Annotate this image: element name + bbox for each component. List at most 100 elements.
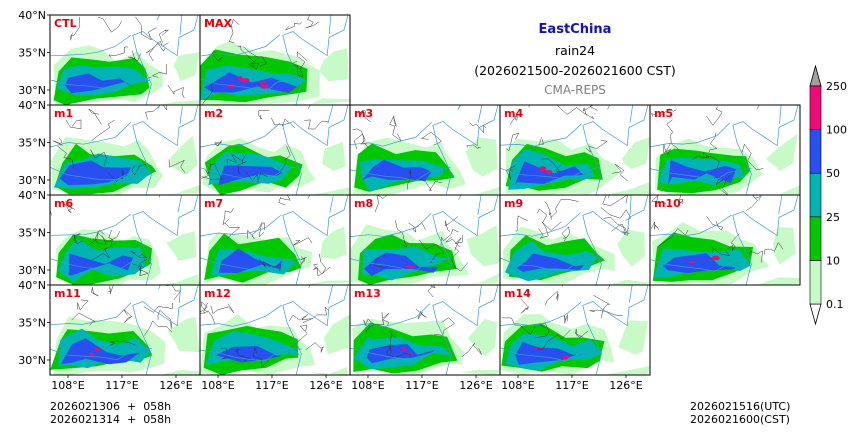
- panel-label: m13: [354, 287, 381, 300]
- river: [500, 212, 581, 237]
- panel-m13: m13: [349, 284, 501, 376]
- lon-tick-label: 126°E: [309, 379, 342, 392]
- colorbar-level-label: 10: [826, 254, 840, 267]
- province-border: [228, 18, 240, 44]
- province-border: [741, 143, 764, 171]
- province-border: [663, 142, 672, 156]
- province-border: [381, 313, 390, 326]
- province-border: [200, 301, 208, 314]
- panel-m4: m4: [499, 104, 651, 196]
- rain-area-lt10: [309, 367, 348, 375]
- river: [350, 347, 452, 363]
- province-border: [138, 256, 151, 272]
- province-border: [143, 302, 173, 313]
- province-border: [108, 229, 113, 248]
- coastline: [132, 285, 199, 375]
- river: [779, 105, 782, 124]
- rain-area-gt100: [688, 261, 697, 264]
- panel-m3: m3: [349, 104, 501, 196]
- province-border: [557, 105, 594, 120]
- panel-m10: m10: [649, 194, 801, 286]
- rain-area-lt10: [466, 225, 500, 267]
- province-border: [713, 176, 724, 185]
- province-border: [365, 311, 385, 333]
- province-border: [520, 299, 530, 314]
- province-border: [163, 285, 182, 301]
- colorbar-level-label: 100: [826, 124, 847, 137]
- river: [50, 302, 132, 326]
- panel-label: m3: [354, 107, 373, 120]
- river: [178, 285, 182, 304]
- panel-m1: m1: [49, 104, 201, 196]
- province-border: [727, 233, 740, 251]
- province-border: [353, 133, 368, 150]
- province-border: [764, 241, 784, 255]
- province-border: [420, 131, 442, 146]
- lon-tick-label: 126°E: [159, 379, 192, 392]
- province-border: [550, 199, 579, 218]
- lon-tick-label: 117°E: [555, 379, 588, 392]
- province-border: [454, 234, 464, 251]
- province-border: [651, 195, 667, 205]
- river: [758, 195, 762, 201]
- province-border: [158, 29, 169, 43]
- province-border: [593, 295, 610, 319]
- river: [350, 166, 451, 182]
- province-border: [692, 151, 710, 160]
- river: [158, 285, 161, 290]
- panel-label: m9: [504, 197, 523, 210]
- river: [50, 347, 152, 361]
- river: [50, 34, 132, 57]
- rain-area-lt10: [173, 52, 200, 82]
- coastline: [282, 195, 349, 285]
- province-border: [201, 163, 211, 179]
- province-border: [77, 299, 89, 311]
- province-border: [537, 208, 562, 231]
- lon-tick-label: 108°E: [201, 379, 234, 392]
- panel-label: CTL: [54, 17, 77, 30]
- province-border: [202, 84, 213, 105]
- lat-tick-label: 30°N: [18, 84, 46, 97]
- rain-area-gt100: [405, 265, 415, 268]
- rain-area-gt100: [260, 80, 267, 84]
- province-border: [509, 113, 519, 125]
- province-border: [313, 253, 327, 275]
- panel-m14: m14: [499, 284, 651, 376]
- province-border: [135, 16, 157, 41]
- rain-area-lt10: [754, 185, 800, 195]
- river: [350, 212, 432, 237]
- province-border: [451, 247, 469, 272]
- province-border: [168, 159, 186, 174]
- rain-area-lt10: [756, 277, 800, 285]
- river: [200, 122, 281, 148]
- province-border: [278, 195, 291, 206]
- province-border: [612, 163, 628, 182]
- province-border: [211, 50, 223, 62]
- province-border: [258, 110, 270, 120]
- lon-tick-label: 108°E: [501, 379, 534, 392]
- river: [629, 105, 634, 123]
- colorbar-over-arrow: [809, 64, 822, 87]
- province-border: [650, 221, 660, 230]
- province-border: [600, 207, 632, 221]
- rain-area-gt100: [94, 347, 101, 352]
- province-border: [389, 115, 397, 127]
- province-border: [288, 314, 313, 322]
- river: [607, 195, 610, 199]
- river: [500, 166, 600, 180]
- province-border: [651, 108, 677, 117]
- province-border: [575, 328, 589, 338]
- river: [158, 195, 161, 198]
- province-border: [278, 146, 291, 175]
- river: [500, 123, 582, 147]
- province-border: [711, 247, 731, 257]
- panel-frame: [499, 284, 651, 376]
- province-border: [706, 106, 723, 126]
- coastline: [732, 195, 799, 285]
- river: [200, 257, 301, 272]
- river: [650, 167, 752, 181]
- rain-area-gt100: [711, 255, 720, 261]
- province-border: [418, 239, 445, 264]
- river: [50, 258, 152, 273]
